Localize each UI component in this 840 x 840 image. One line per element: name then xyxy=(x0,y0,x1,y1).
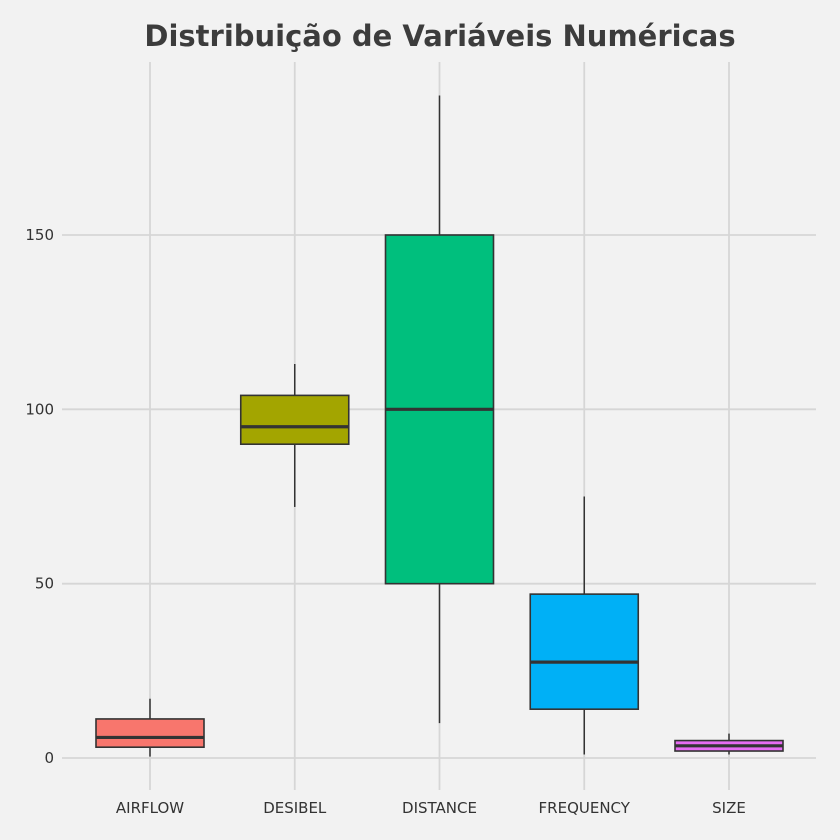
box-iqr xyxy=(239,394,350,445)
box-group-distance xyxy=(384,95,495,724)
chart-title: Distribuição de Variáveis Numéricas xyxy=(144,19,735,53)
x-tick-label: DISTANCE xyxy=(402,799,477,817)
y-tick-label: 100 xyxy=(25,400,54,418)
x-tick-label: DESIBEL xyxy=(263,799,327,817)
box-iqr xyxy=(95,718,205,748)
x-tick-label: SIZE xyxy=(712,799,746,817)
label-layer: 0 50 100 150 AIRFLOW DESIBEL DISTANCE FREQUENCY… xyxy=(25,226,745,817)
y-tick-label: 50 xyxy=(35,575,54,593)
box-layer xyxy=(95,95,784,757)
y-tick-label: 0 xyxy=(44,749,54,767)
x-tick-label: AIRFLOW xyxy=(116,799,184,817)
y-tick-label: 150 xyxy=(25,226,54,244)
x-tick-label: FREQUENCY xyxy=(539,799,631,817)
box-group-airflow xyxy=(95,698,205,757)
box-iqr xyxy=(529,593,640,710)
box-group-size xyxy=(674,733,784,755)
box-group-frequency xyxy=(529,496,640,755)
box-group-desibel xyxy=(239,364,350,507)
